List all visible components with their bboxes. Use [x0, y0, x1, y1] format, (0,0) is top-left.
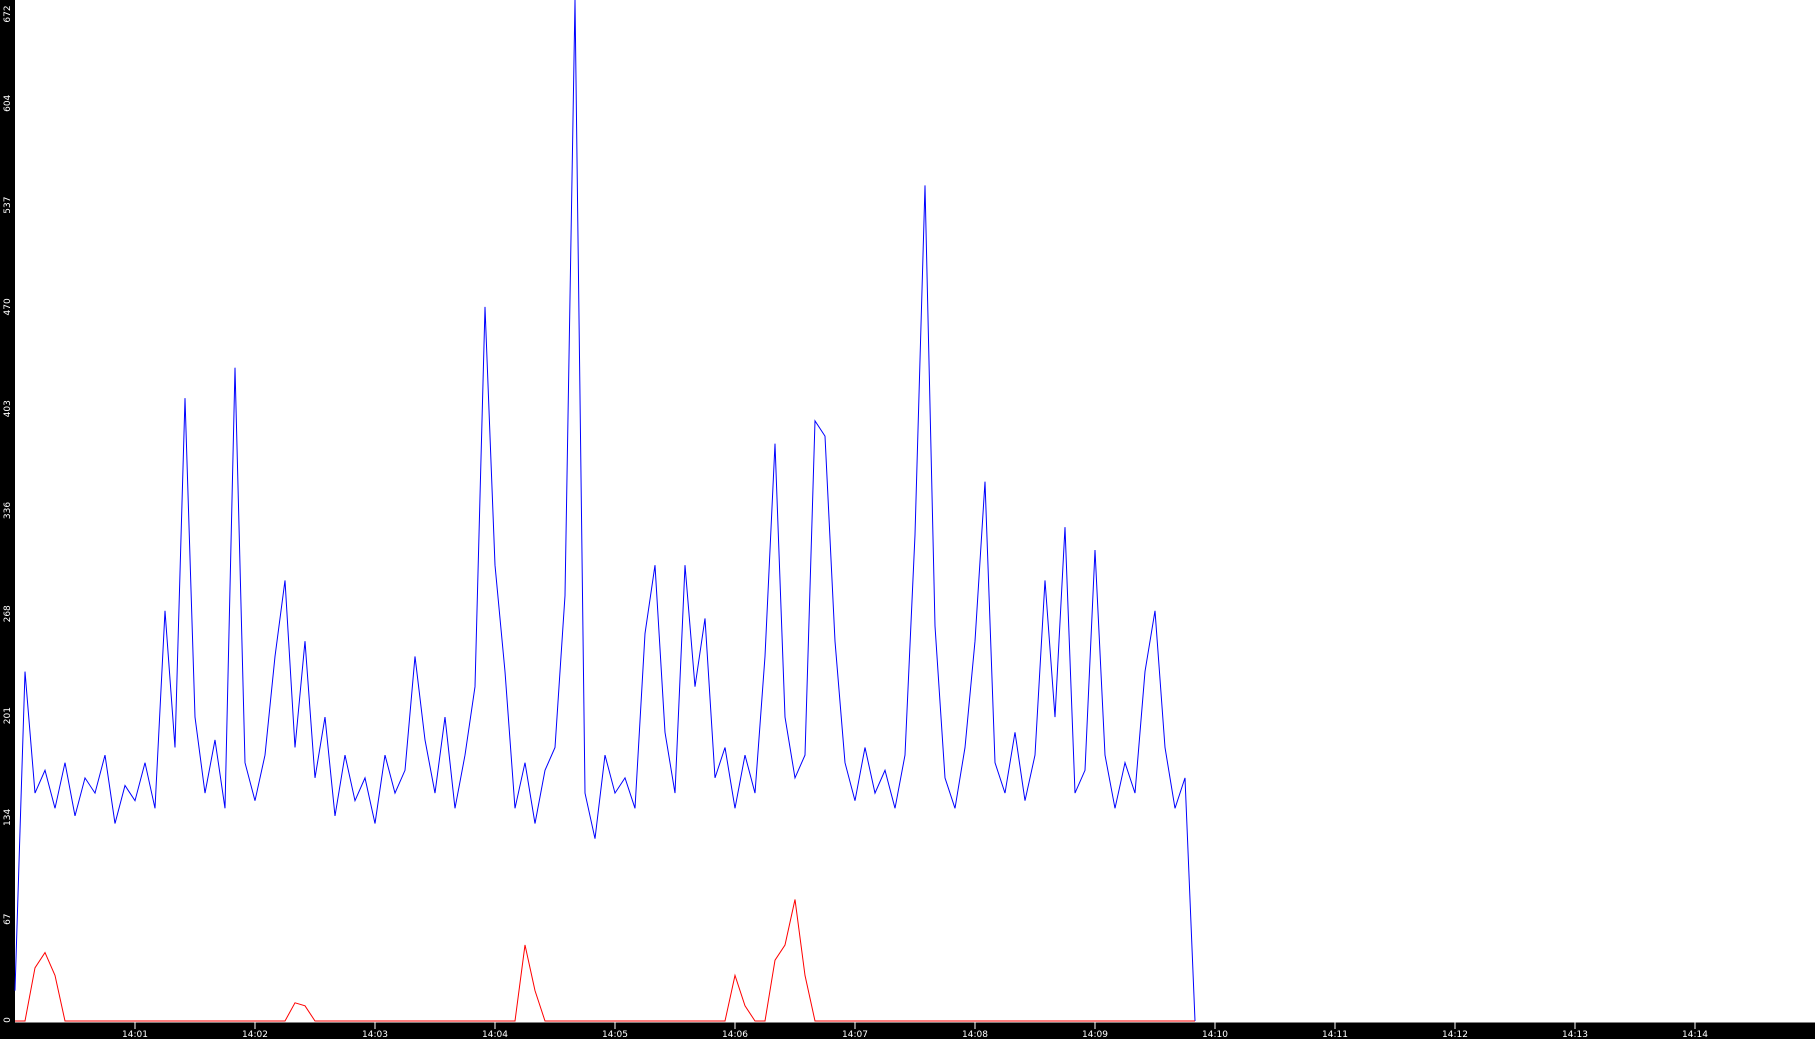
y-tick-label: 672: [3, 5, 13, 22]
x-tick-label: 14:11: [1322, 1030, 1348, 1039]
x-tick-label: 14:13: [1562, 1030, 1588, 1039]
x-tick-label: 14:12: [1442, 1030, 1468, 1039]
x-tick-label: 14:10: [1202, 1030, 1228, 1039]
y-tick-label: 268: [3, 605, 13, 622]
x-axis: 14:01 14:02 14:03 14:04 14:05 14:06 14:07 14:08…: [15, 1021, 1815, 1039]
x-tick-label: 14:02: [242, 1030, 268, 1039]
series-line-red: [15, 899, 1195, 1022]
y-tick-label: 134: [3, 809, 13, 826]
y-tick-label: 403: [3, 400, 13, 417]
y-tick-label: 336: [3, 502, 13, 519]
x-tick-label: 14:07: [842, 1030, 868, 1039]
x-axis-band: [0, 1022, 1815, 1039]
y-tick-label: 470: [3, 298, 13, 315]
x-tick-label: 14:14: [1682, 1030, 1708, 1039]
x-tick-label: 14:03: [362, 1030, 388, 1039]
series-line-blue: [14, 0, 1196, 1022]
y-tick-label: 537: [3, 197, 13, 214]
series-lines: [14, 0, 1196, 1022]
y-tick-label: 0: [3, 1017, 13, 1023]
x-tick-label: 14:04: [482, 1030, 508, 1039]
y-tick-label: 604: [3, 94, 13, 111]
x-tick-label: 14:08: [962, 1030, 988, 1039]
y-axis-band: [0, 0, 15, 1039]
x-tick-label: 14:01: [122, 1030, 148, 1039]
x-tick-label: 14:06: [722, 1030, 748, 1039]
y-axis: 0 67 134 201 268 336 403 470 537 604 672: [3, 5, 13, 1022]
y-tick-label: 67: [3, 913, 13, 924]
x-tick-label: 14:09: [1082, 1030, 1108, 1039]
y-tick-label: 201: [3, 707, 13, 724]
x-tick-label: 14:05: [602, 1030, 628, 1039]
